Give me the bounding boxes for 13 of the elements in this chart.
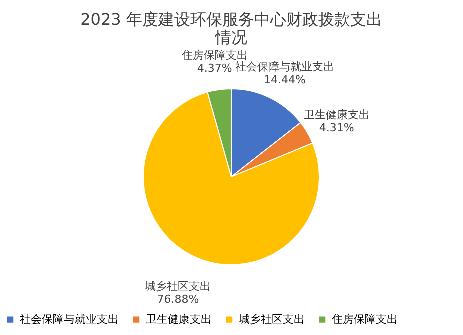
data-label: 76.88% <box>157 292 200 306</box>
legend-label: 卫生健康支出 <box>146 312 212 326</box>
data-label: 14.44% <box>264 73 306 86</box>
data-label: 4.31% <box>319 122 354 135</box>
data-label: 4.37% <box>197 62 232 76</box>
chart-title: 2023 年度建设环保服务中心财政拨款支出情况 <box>80 10 382 48</box>
legend-label: 住房保障支出 <box>332 312 398 326</box>
slice-label: 社会保障与就业支出 <box>235 60 334 74</box>
legend-label: 社会保障与就业支出 <box>20 312 119 326</box>
slice-label: 住房保障支出 <box>182 49 248 62</box>
slice-label: 城乡社区支出 <box>144 280 212 293</box>
legend-label: 城乡社区支出 <box>238 312 305 326</box>
slice-label: 卫生健康支出 <box>304 108 370 122</box>
